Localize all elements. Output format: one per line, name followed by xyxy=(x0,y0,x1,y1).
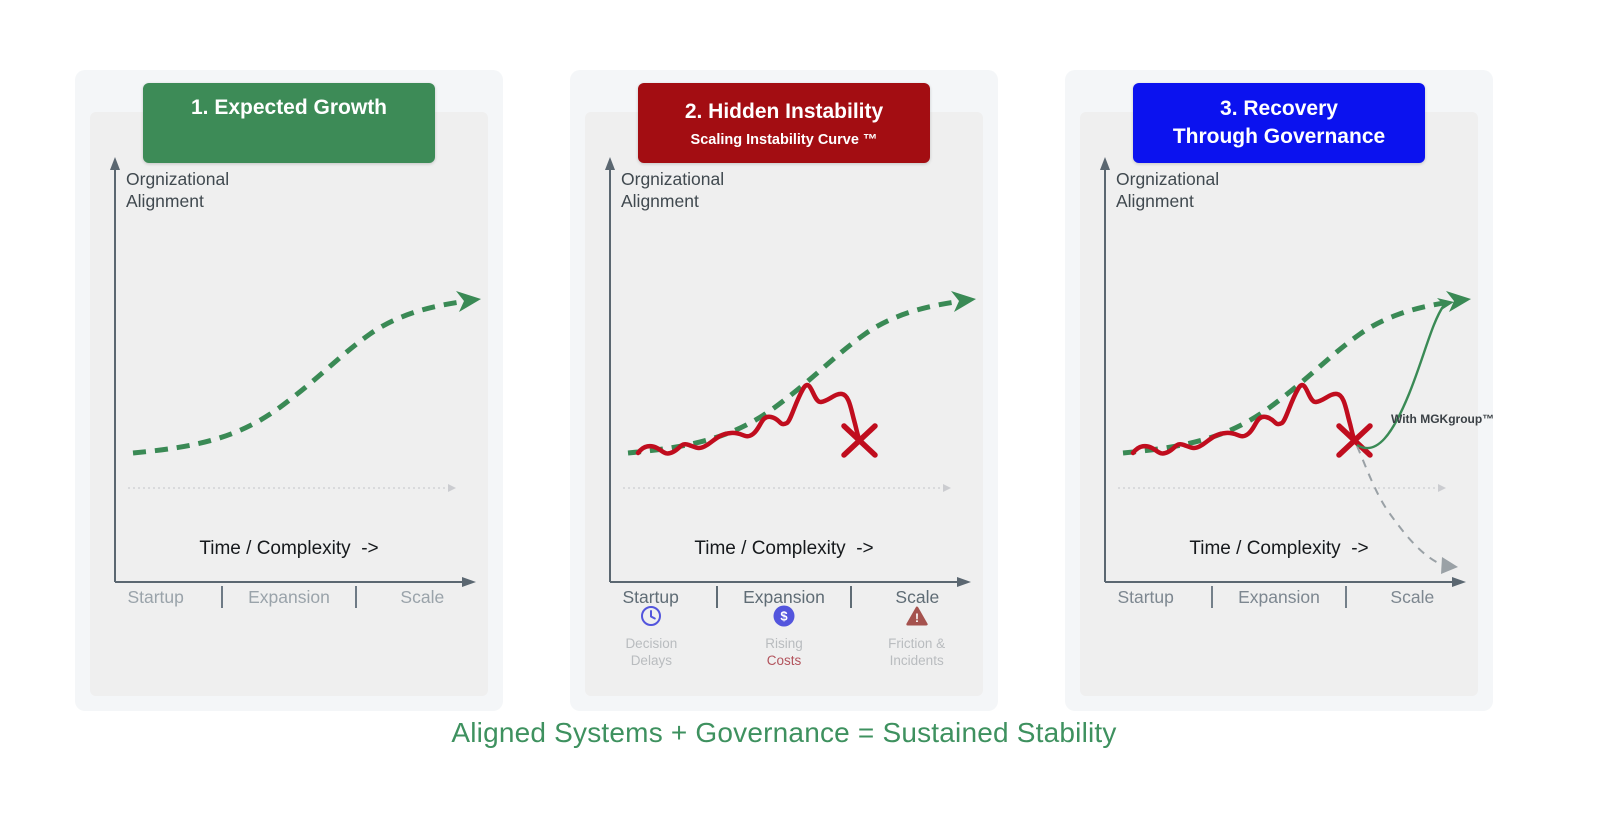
expected-curve-arrow-icon xyxy=(951,291,976,312)
panel-1-plot: Orgnizational Alignment Time / Complexit… xyxy=(90,112,488,696)
category-scale: Scale xyxy=(895,586,940,607)
warning-icon: ! xyxy=(906,606,928,626)
x-axis-label: Time / Complexity -> xyxy=(1189,538,1369,559)
x-axis-categories: Startup Expansion Scale xyxy=(90,586,488,608)
failure-x-marker xyxy=(841,423,878,458)
panel-2-graph xyxy=(605,157,976,587)
y-axis-arrow-icon xyxy=(1100,157,1110,170)
category-startup: Startup xyxy=(1117,586,1174,607)
recovery-curve-arrow-icon xyxy=(1437,298,1454,311)
category-divider xyxy=(1344,586,1347,608)
panel-hidden-instability: 2. Hidden Instability Scaling Instabilit… xyxy=(570,70,998,711)
dollar-icon: $ xyxy=(773,605,795,627)
svg-text:$: $ xyxy=(780,609,788,624)
panel-2-badge: 2. Hidden Instability Scaling Instabilit… xyxy=(638,83,930,163)
svg-text:!: ! xyxy=(915,611,919,625)
expected-growth-curve xyxy=(132,299,461,456)
category-expansion: Expansion xyxy=(743,586,825,607)
category-startup: Startup xyxy=(127,586,184,607)
category-expansion: Expansion xyxy=(1238,586,1320,607)
panel-2-title: 2. Hidden Instability xyxy=(684,99,884,123)
category-divider xyxy=(1211,586,1214,608)
x-axis-label: Time / Complexity -> xyxy=(199,538,379,559)
panel-3-plot: Orgnizational Alignment Time / Complexit… xyxy=(1080,112,1494,696)
decline-without-governance-curve xyxy=(1356,445,1447,567)
decline-curve-arrow-icon xyxy=(1441,557,1458,574)
x-axis-label: Time / Complexity -> xyxy=(694,538,874,559)
recovery-curve xyxy=(1356,304,1445,450)
expected-curve-arrow-icon xyxy=(1446,291,1471,312)
factor-friction-incidents: ! Friction & Incidents xyxy=(850,604,983,669)
y-axis-arrow-icon xyxy=(605,157,615,170)
factor-label: Rising Costs xyxy=(765,636,803,668)
x-axis-arrow-icon xyxy=(1452,577,1466,587)
panel-recovery-governance: 3. Recovery Through Governance xyxy=(1065,70,1494,711)
factor-decision-delays: Decision Delays xyxy=(585,604,718,669)
instability-curve xyxy=(635,383,862,456)
panel-2-subtitle: Scaling Instability Curve ™ xyxy=(690,131,878,148)
panel-3-title-line2: Through Governance xyxy=(1172,125,1386,148)
baseline-arrow-icon xyxy=(943,484,951,492)
instability-curve xyxy=(1130,383,1357,456)
expected-growth-curve xyxy=(627,299,956,456)
y-axis-label: Orgnizational Alignment xyxy=(126,169,230,211)
x-axis-categories: Startup Expansion Scale xyxy=(1080,586,1478,608)
category-scale: Scale xyxy=(1390,586,1435,607)
factor-label: Decision Delays xyxy=(625,636,678,668)
category-divider xyxy=(354,586,357,608)
x-axis-arrow-icon xyxy=(462,577,476,587)
category-scale: Scale xyxy=(400,586,445,607)
expected-curve-arrow-icon xyxy=(456,291,481,312)
category-startup: Startup xyxy=(622,586,679,607)
panel-3-title-line1: 3. Recovery xyxy=(1220,97,1338,120)
category-divider xyxy=(849,586,852,608)
panel-3-badge: 3. Recovery Through Governance xyxy=(1133,83,1425,163)
recovery-annotation: With MGKgroup™ xyxy=(1391,412,1495,426)
baseline-arrow-icon xyxy=(448,484,456,492)
y-axis-label: Orgnizational Alignment xyxy=(621,169,725,211)
x-axis-arrow-icon xyxy=(957,577,971,587)
panel-3-graph xyxy=(1100,157,1471,587)
category-divider xyxy=(221,586,224,608)
y-axis-arrow-icon xyxy=(110,157,120,170)
factor-rising-costs: $ Rising Costs xyxy=(718,604,851,669)
panel-1-graph xyxy=(110,157,481,587)
instability-factors: Decision Delays $ Rising Costs xyxy=(585,604,983,669)
panel-2-plot: Orgnizational Alignment Time / Complexit… xyxy=(585,112,983,696)
panel-expected-growth: 1. Expected Growth Orgnizational Alignme… xyxy=(75,70,503,711)
failure-x-marker xyxy=(1336,423,1373,458)
panel-1-title: 1. Expected Growth xyxy=(190,96,388,119)
y-axis-label: Orgnizational Alignment xyxy=(1116,169,1220,211)
category-divider xyxy=(716,586,719,608)
x-axis-categories: Startup Expansion Scale xyxy=(585,586,983,608)
panels-row: 1. Expected Growth Orgnizational Alignme… xyxy=(75,70,1494,711)
tagline: Aligned Systems + Governance = Sustained… xyxy=(451,717,1117,748)
baseline-arrow-icon xyxy=(1438,484,1446,492)
factor-label: Friction & Incidents xyxy=(888,636,946,668)
expected-growth-curve xyxy=(1122,299,1451,456)
category-expansion: Expansion xyxy=(248,586,330,607)
clock-icon xyxy=(641,606,662,626)
panel-1-badge: 1. Expected Growth xyxy=(143,83,435,163)
